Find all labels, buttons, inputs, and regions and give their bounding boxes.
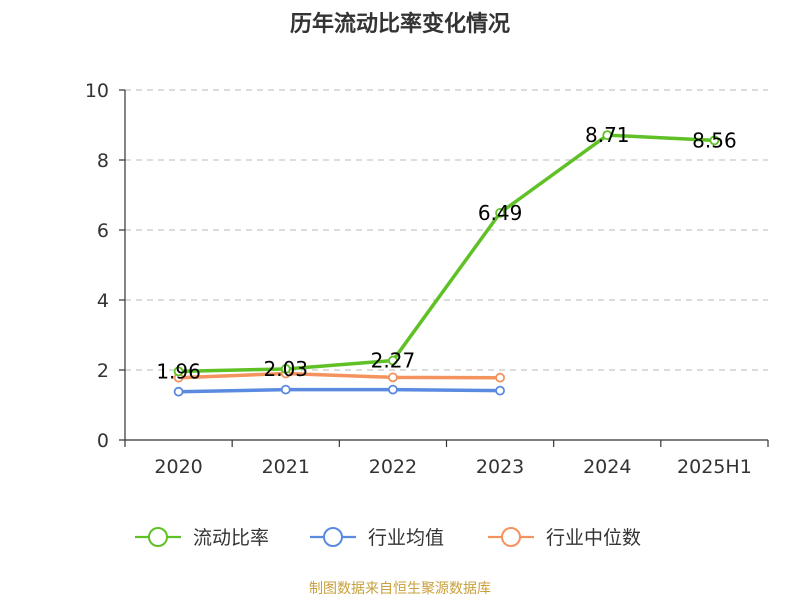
y-tick-label: 4 [97, 290, 109, 312]
legend-marker-icon [323, 527, 343, 547]
legend-marker-icon [148, 527, 168, 547]
series-0-point [495, 207, 505, 218]
legend-item[interactable]: 行业均值 [310, 527, 444, 549]
legend-item[interactable]: 流动比率 [135, 527, 269, 549]
x-tick-label: 2023 [476, 456, 524, 478]
data-label: 8.71 [585, 123, 630, 147]
x-tick-label: 2022 [369, 456, 417, 478]
data-label: 2.27 [371, 349, 416, 373]
legend-label: 行业均值 [368, 527, 444, 549]
data-label: 1.96 [156, 359, 201, 383]
grid-lines [125, 89, 768, 371]
legend-marker-icon [501, 527, 521, 547]
series-0-point [602, 130, 613, 141]
legend-label: 行业中位数 [546, 527, 641, 549]
y-tick-label: 10 [85, 80, 109, 102]
series-0-point [173, 366, 184, 377]
legend[interactable]: 流动比率 行业均值 行业中位数 [135, 527, 641, 549]
y-tick-label: 6 [97, 220, 109, 242]
series-2-line [178, 371, 501, 380]
data-label: 8.56 [692, 128, 737, 152]
axes: 0 2 4 6 8 10 2020 2021 2022 2023 2024 2025H1 [85, 80, 769, 478]
series-0-point [388, 355, 398, 366]
series-1-point [280, 384, 291, 395]
data-label: 2.03 [263, 357, 308, 381]
chart-title: 历年流动比率变化情况 [289, 12, 510, 37]
legend-label: 流动比率 [193, 527, 269, 549]
series-1-point [173, 386, 184, 397]
series-0-point [280, 364, 291, 374]
x-tick-label: 2020 [154, 456, 202, 478]
series-1-point [495, 385, 505, 396]
y-tick-label: 0 [97, 430, 109, 452]
y-tick-label: 8 [97, 150, 109, 172]
legend-item[interactable]: 行业中位数 [488, 527, 641, 549]
x-tick-label: 2025H1 [677, 456, 752, 478]
data-labels: 1.96 2.03 2.27 6.49 8.71 8.56 [156, 123, 736, 383]
series-0-line [178, 133, 715, 374]
source-note: 制图数据来自恒生聚源数据库 [309, 581, 491, 597]
series-2-point [495, 372, 505, 383]
x-tick-label: 2021 [262, 456, 310, 478]
series-1-point [388, 384, 398, 395]
data-label: 6.49 [478, 201, 523, 225]
series-1-line [178, 387, 501, 394]
x-tick-label: 2024 [583, 456, 631, 478]
series-lines [173, 130, 720, 397]
y-tick-label: 2 [97, 360, 109, 382]
series-0-point [709, 135, 720, 146]
series-2-point [388, 372, 398, 383]
